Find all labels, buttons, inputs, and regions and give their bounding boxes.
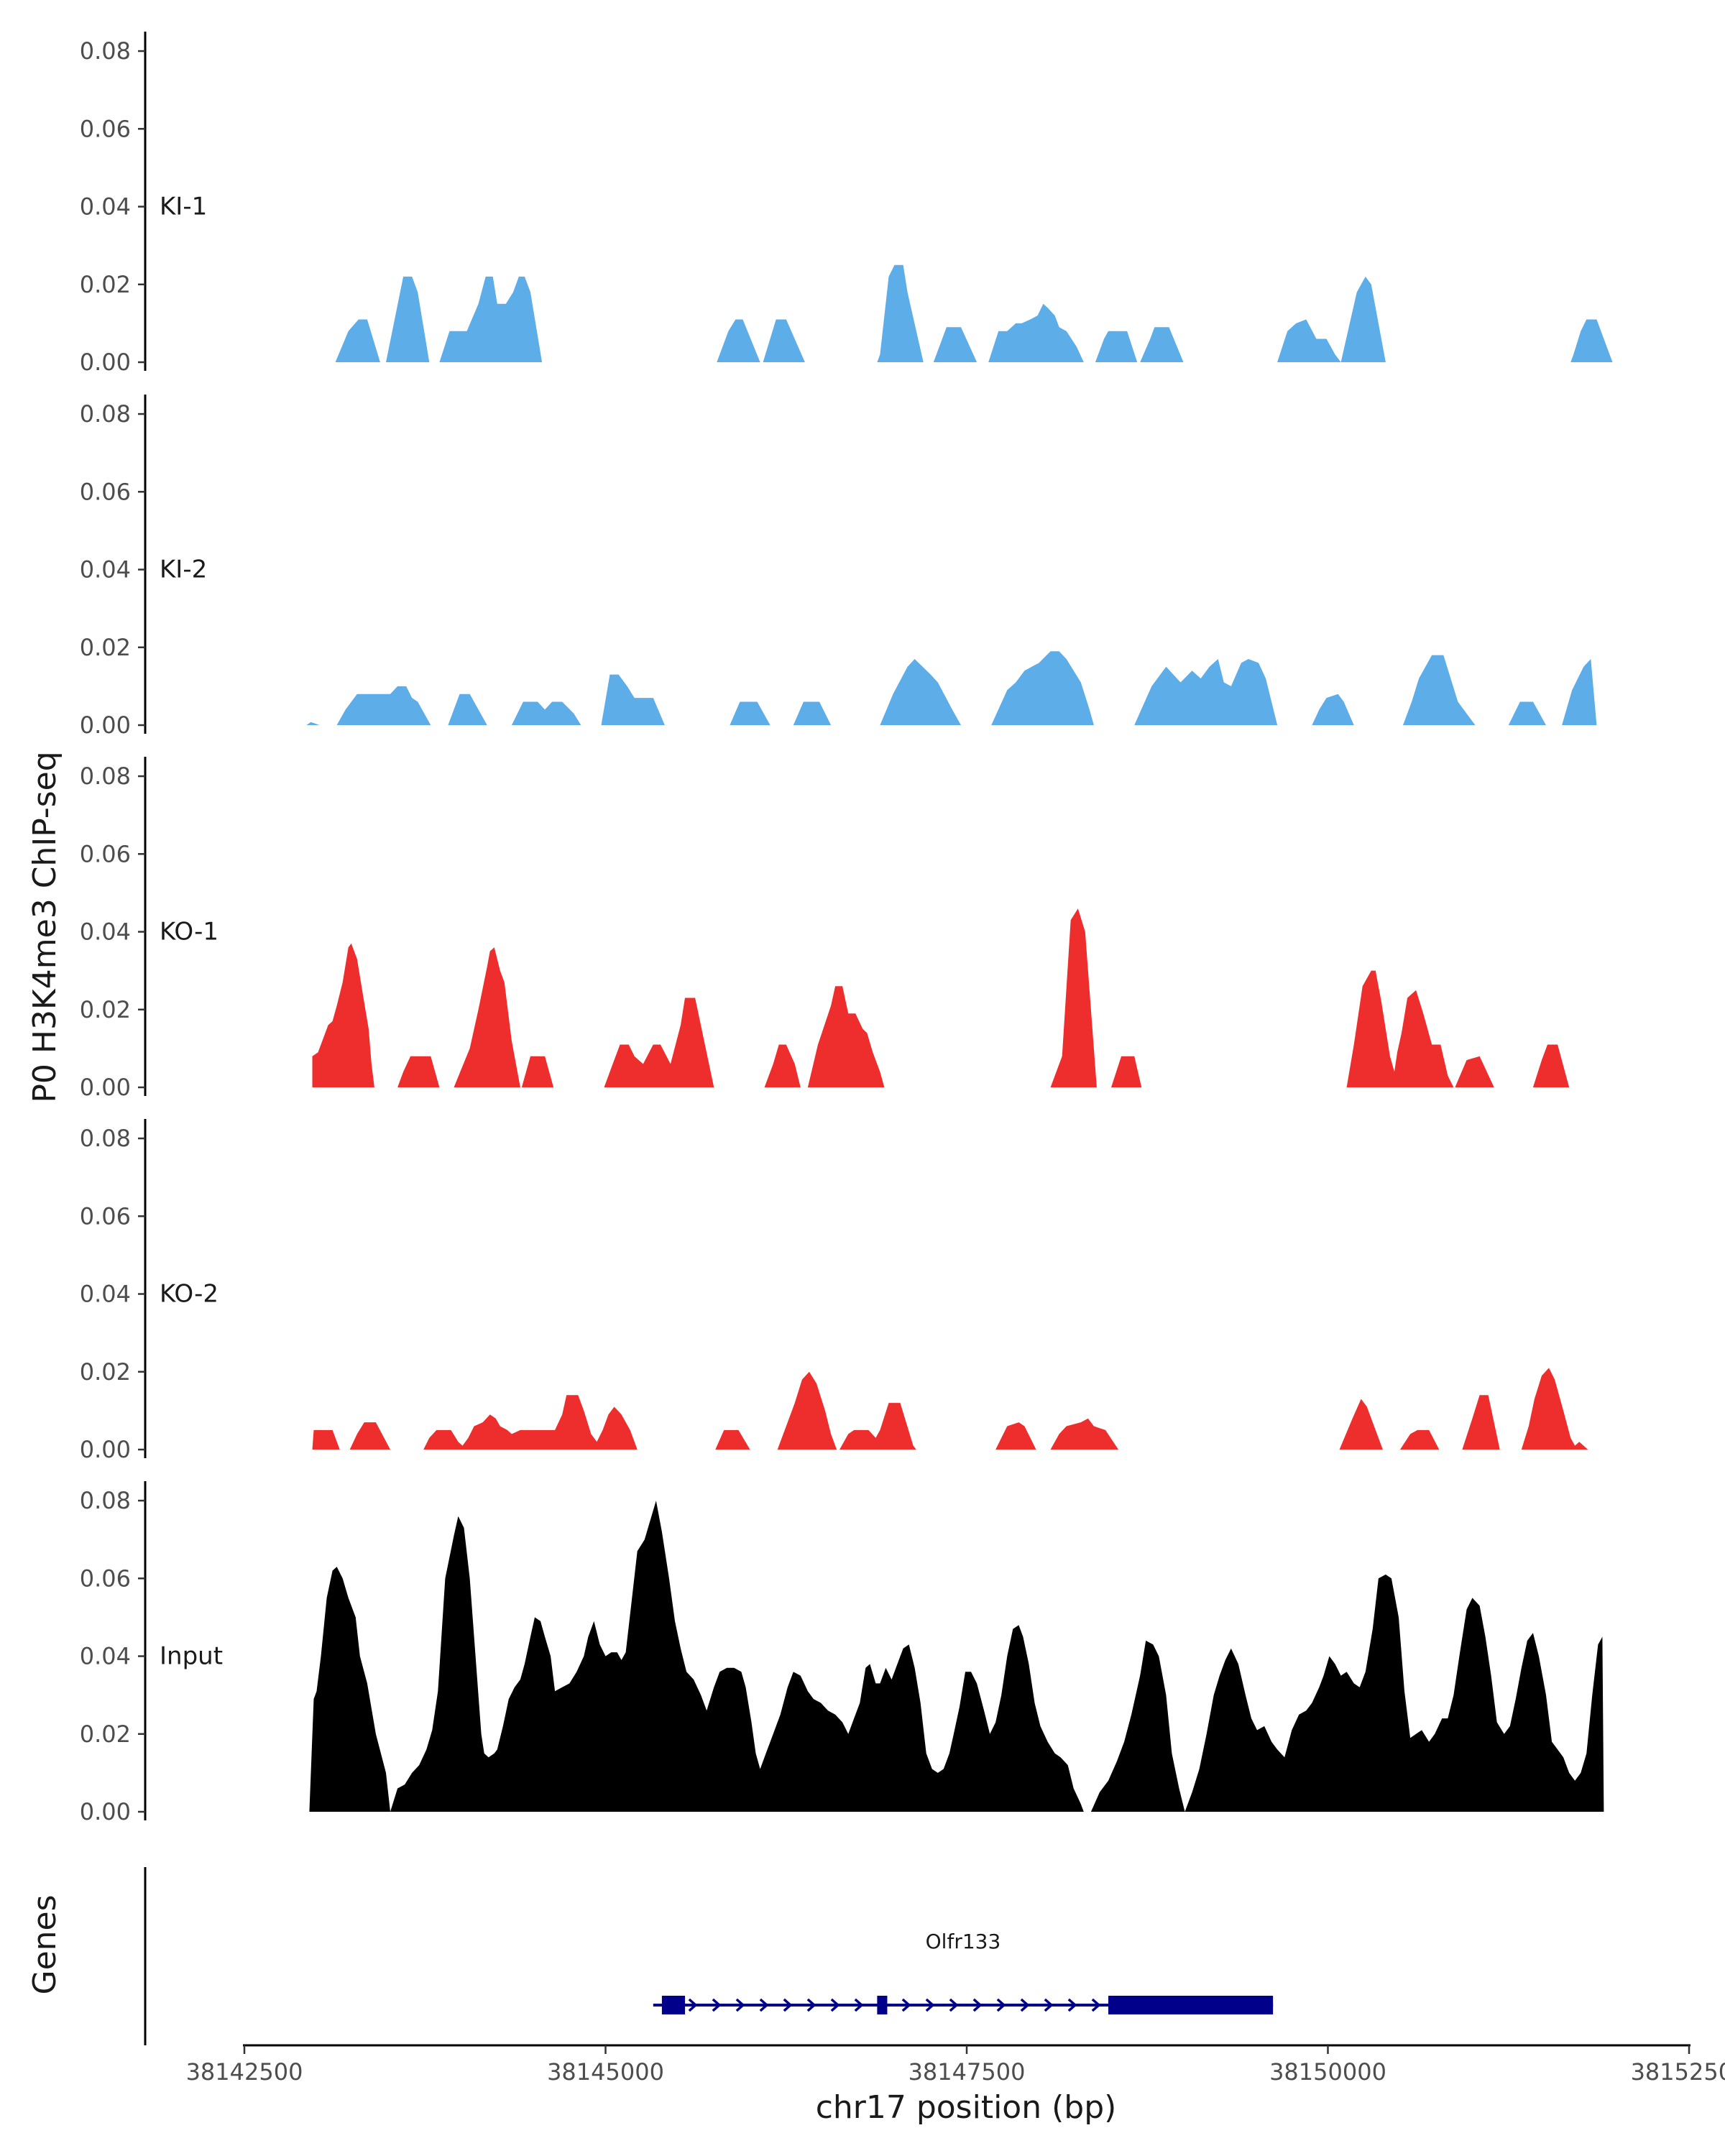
strand-chevron <box>1044 1998 1054 2012</box>
strand-chevron <box>949 1998 959 2012</box>
x-tick-label: 38142500 <box>186 2058 303 2086</box>
y-tick-label: 0.08 <box>80 37 131 65</box>
strand-chevron <box>925 1998 935 2012</box>
track-label: KI-1 <box>160 193 207 221</box>
coverage-area-ko-2 <box>312 1368 1588 1450</box>
track-label: KO-1 <box>160 918 218 946</box>
gene-model: Olfr133 <box>653 1930 1274 2014</box>
strand-chevron <box>1091 1998 1101 2012</box>
strand-chevron <box>688 1998 698 2012</box>
x-axis-title: chr17 position (bp) <box>816 2089 1117 2126</box>
track-panel-ki-2: 0.00 0.02 0.04 0.06 0.08 KI-2 <box>80 395 1597 739</box>
track-label: KO-2 <box>160 1280 218 1309</box>
y-tick-label: 0.02 <box>80 1720 131 1748</box>
x-tick-label: 38152500 <box>1631 2058 1725 2086</box>
gene-exon <box>1108 1996 1274 2014</box>
strand-chevron <box>972 1998 983 2012</box>
y-tick-label: 0.00 <box>80 1074 131 1101</box>
x-tick-label: 38150000 <box>1269 2058 1386 2086</box>
genes-panel-title: Genes <box>27 1894 63 1994</box>
y-tick-label: 0.02 <box>80 1358 131 1386</box>
y-tick-label: 0.00 <box>80 1436 131 1463</box>
coverage-area-ko-1 <box>312 908 1570 1087</box>
track-label: Input <box>160 1642 223 1671</box>
gene-panel: Olfr133 <box>144 1867 1274 2045</box>
y-tick-label: 0.04 <box>80 556 131 584</box>
y-tick-label: 0.08 <box>80 400 131 428</box>
track-panel-ko-1: 0.00 0.02 0.04 0.06 0.08 KO-1 <box>80 757 1570 1101</box>
strand-chevron <box>854 1998 864 2012</box>
y-tick-label: 0.04 <box>80 193 131 221</box>
track-label: KI-2 <box>160 556 207 584</box>
coverage-area-ki-2 <box>306 651 1597 725</box>
y-tick-label: 0.06 <box>80 840 131 867</box>
gene-name-label: Olfr133 <box>926 1930 1001 1953</box>
track-panel-input: 0.00 0.02 0.04 0.06 0.08 Input <box>80 1481 1604 1825</box>
y-tick-label: 0.06 <box>80 478 131 505</box>
strand-chevron <box>1067 1998 1077 2012</box>
strand-chevron <box>830 1998 840 2012</box>
y-tick-label: 0.04 <box>80 1281 131 1308</box>
x-tick-label: 38145000 <box>547 2058 664 2086</box>
y-tick-label: 0.08 <box>80 1125 131 1152</box>
gene-exon <box>661 1996 686 2014</box>
y-tick-label: 0.08 <box>80 763 131 790</box>
strand-chevron <box>712 1998 722 2012</box>
coverage-area-ki-1 <box>335 264 1613 362</box>
x-axis: 38142500 38145000 38147500 38150000 38152500 <box>186 2044 1725 2086</box>
y-tick-label: 0.04 <box>80 1643 131 1670</box>
strand-chevron <box>783 1998 793 2012</box>
y-tick-label: 0.02 <box>80 634 131 661</box>
coverage-area-input <box>309 1501 1604 1812</box>
y-tick-label: 0.08 <box>80 1487 131 1514</box>
strand-chevron <box>996 1998 1006 2012</box>
strand-chevron <box>735 1998 745 2012</box>
strand-chevron <box>901 1998 911 2012</box>
y-tick-label: 0.06 <box>80 115 131 142</box>
y-tick-label: 0.02 <box>80 271 131 298</box>
y-tick-label: 0.04 <box>80 918 131 946</box>
y-tick-label: 0.00 <box>80 711 131 739</box>
strand-chevron <box>759 1998 769 2012</box>
y-axis-title: P0 H3K4me3 ChIP-seq <box>27 751 63 1102</box>
y-tick-label: 0.06 <box>80 1202 131 1230</box>
y-tick-label: 0.06 <box>80 1565 131 1592</box>
y-tick-label: 0.00 <box>80 1798 131 1825</box>
gene-exon <box>877 1996 888 2014</box>
track-panel-ki-1: 0.00 0.02 0.04 0.06 0.08 KI-1 <box>80 32 1613 376</box>
x-tick-label: 38147500 <box>908 2058 1026 2086</box>
track-panels: 0.00 0.02 0.04 0.06 0.08 KI-1 0.00 0.02 0.04 0.06… <box>80 32 1613 1825</box>
strand-chevron <box>1020 1998 1030 2012</box>
strand-chevron <box>806 1998 816 2012</box>
y-tick-label: 0.02 <box>80 996 131 1023</box>
y-tick-label: 0.00 <box>80 349 131 376</box>
track-panel-ko-2: 0.00 0.02 0.04 0.06 0.08 KO-2 <box>80 1119 1588 1463</box>
